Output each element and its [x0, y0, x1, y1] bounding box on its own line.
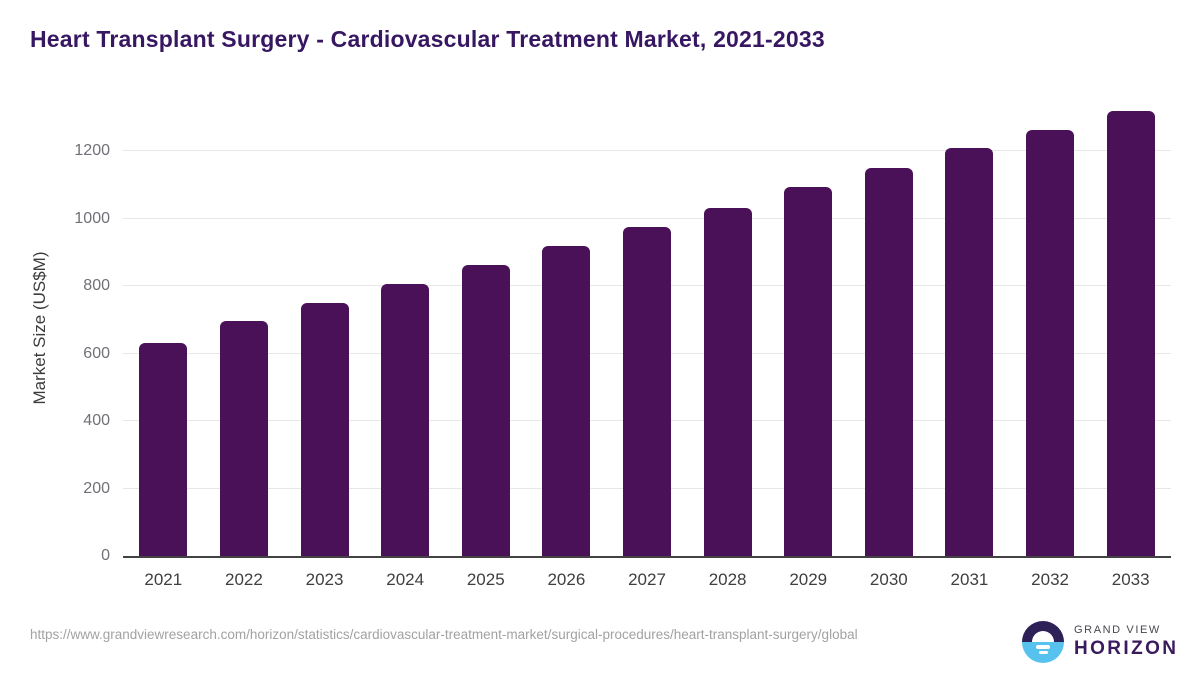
y-axis-title: Market Size (US$M): [30, 251, 49, 405]
bar-2026[interactable]: [542, 246, 591, 556]
bar-2027[interactable]: [623, 226, 671, 556]
y-tick-label-400: 400: [83, 412, 110, 429]
x-tick-label-2025: 2025: [466, 570, 505, 589]
x-tick-label-2022: 2022: [225, 570, 263, 589]
gridline-1200: [123, 150, 1171, 151]
y-tick-label-1000: 1000: [74, 209, 110, 227]
bar-chart-plot-area: 0 200 400 600 800 1000 1200 2021 2022 2023 2024 202…: [74, 100, 1171, 589]
x-tick-label-2029: 2029: [789, 570, 828, 589]
bar-2029[interactable]: [784, 187, 833, 556]
x-tick-label-2028: 2028: [708, 570, 747, 589]
logo-brand-bottom: HORIZON: [1074, 638, 1179, 659]
y-tick-label-200: 200: [83, 479, 110, 497]
horizon-reflection-dash: [1036, 645, 1050, 649]
chart-title: Heart Transplant Surgery - Cardiovascula…: [30, 26, 825, 52]
logo-wordmark: GRAND VIEW HORIZON: [1074, 624, 1178, 660]
x-tick-label-2032: 2032: [1031, 570, 1069, 589]
x-tick-label-2021: 2021: [144, 570, 183, 589]
grand-view-horizon-logo: GRAND VIEW HORIZON: [1022, 620, 1178, 664]
x-tick-label-2031: 2031: [950, 570, 989, 589]
bar-2023[interactable]: [300, 302, 349, 556]
source-url: https://www.grandviewresearch.com/horizo…: [30, 627, 858, 642]
horizon-logo-icon: [1022, 621, 1064, 663]
x-tick-label-2033: 2033: [1111, 570, 1150, 589]
gridline-1000: [123, 217, 1171, 219]
bar-2028[interactable]: [703, 207, 752, 556]
y-tick-label-1200: 1200: [74, 142, 110, 159]
x-tick-label-2030: 2030: [869, 570, 908, 589]
y-tick-label-0: 0: [101, 547, 110, 564]
bar-2032[interactable]: [1026, 129, 1075, 556]
bar-2021[interactable]: [139, 343, 188, 556]
horizon-sun-shape: [1032, 631, 1054, 642]
horizon-reflection-dash: [1038, 651, 1048, 654]
bar-2031[interactable]: [945, 148, 994, 556]
x-tick-label-2023: 2023: [305, 570, 344, 589]
bar-2022[interactable]: [219, 321, 268, 556]
bar-2033[interactable]: [1106, 111, 1155, 556]
y-tick-label-600: 600: [83, 344, 110, 362]
bar-2025[interactable]: [461, 265, 510, 556]
bar-2030[interactable]: [864, 167, 913, 556]
logo-brand-top: GRAND VIEW: [1074, 624, 1161, 636]
x-tick-label-2026: 2026: [547, 570, 586, 589]
y-tick-label-800: 800: [83, 277, 110, 294]
x-tick-label-2024: 2024: [386, 570, 425, 589]
x-tick-label-2027: 2027: [628, 570, 666, 589]
bar-2024[interactable]: [381, 283, 430, 556]
